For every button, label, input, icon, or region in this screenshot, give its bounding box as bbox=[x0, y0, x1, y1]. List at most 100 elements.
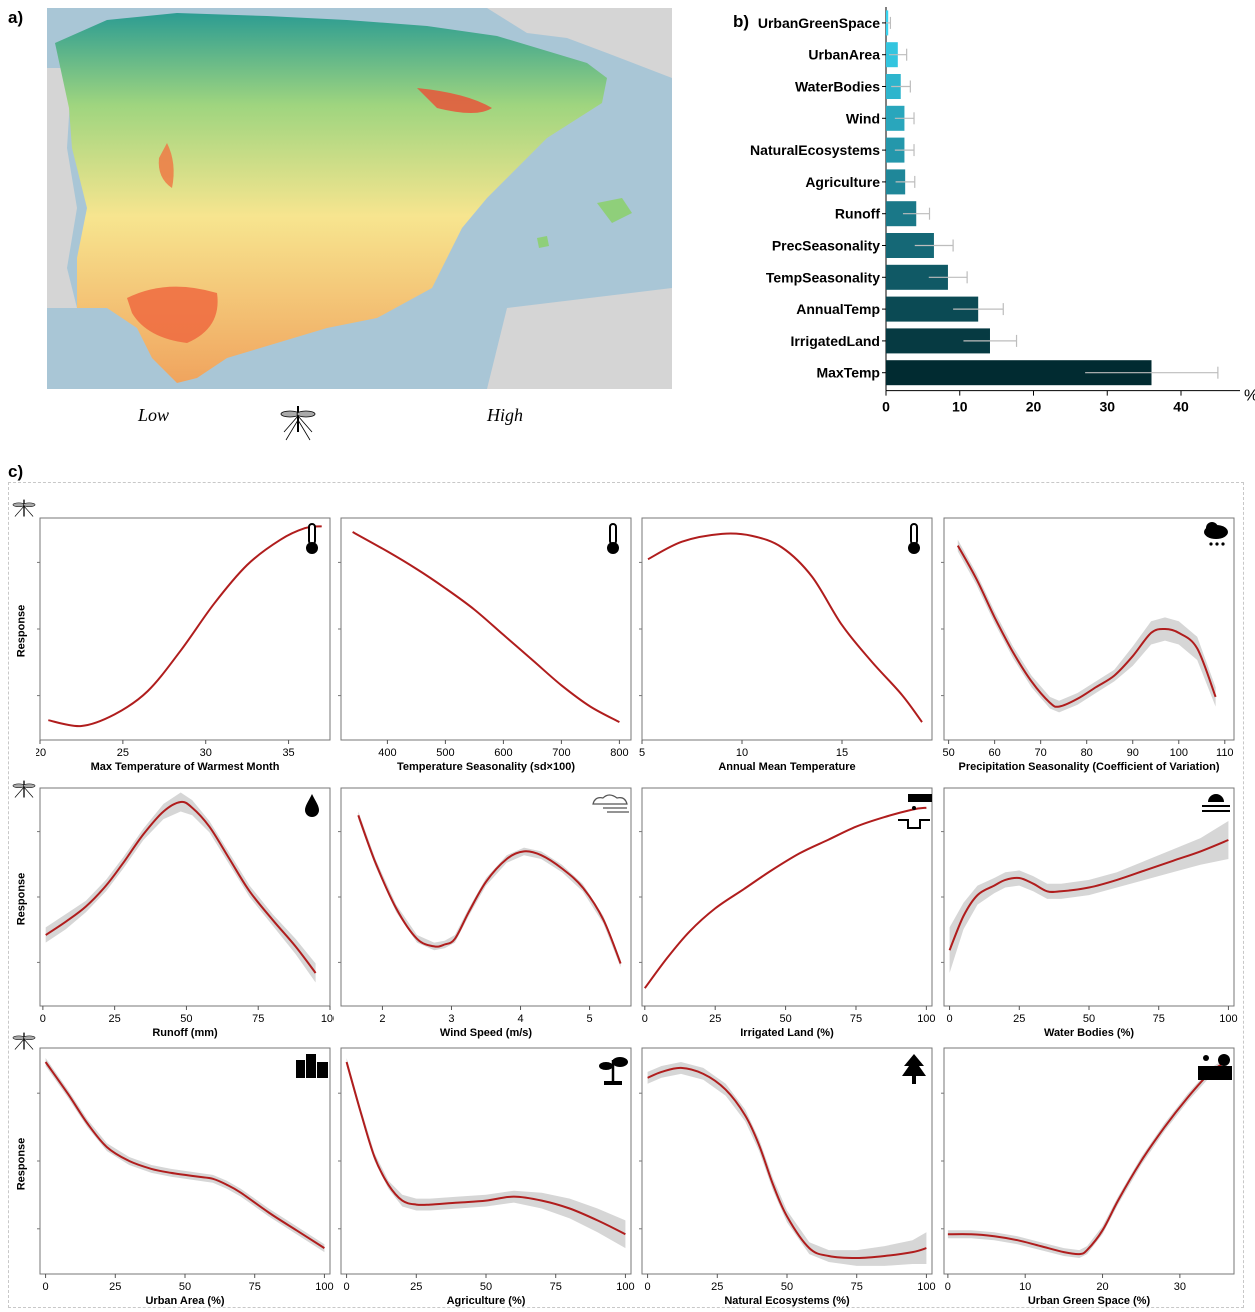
response-curve-urban-area: 0 25 50 75 100 Urban Area (%) bbox=[37, 1047, 334, 1307]
x-tick-label: 80 bbox=[1081, 747, 1093, 759]
plot-frame bbox=[39, 517, 331, 741]
suitability-map bbox=[47, 8, 672, 389]
x-tick-label: 100 bbox=[315, 1281, 333, 1293]
x-tick-label: 800 bbox=[610, 747, 628, 759]
category-label: Wind bbox=[846, 110, 880, 126]
x-tick-label: 70 bbox=[1035, 747, 1047, 759]
x-axis-label: Natural Ecosystems (%) bbox=[724, 1295, 850, 1307]
x-tick-label: 50 bbox=[180, 1013, 192, 1025]
category-label: Agriculture bbox=[805, 174, 880, 190]
x-tick-label: 75 bbox=[851, 1281, 863, 1293]
x-tick-label: 75 bbox=[1153, 1013, 1165, 1025]
x-tick-label: 0 bbox=[642, 1013, 648, 1025]
response-curve-annual-temp: 5 10 15 Annual Mean Temperature bbox=[639, 517, 933, 773]
x-tick-label: 100 bbox=[321, 1013, 334, 1025]
x-tick-label: 30 bbox=[1099, 399, 1115, 415]
x-tick-label: 30 bbox=[200, 747, 212, 759]
x-tick-label: 3 bbox=[448, 1013, 454, 1025]
x-axis-label: Precipitation Seasonality (Coefficient o… bbox=[959, 761, 1220, 773]
response-curve bbox=[345, 1061, 626, 1236]
x-axis-label: Runoff (mm) bbox=[152, 1027, 218, 1039]
category-label: TempSeasonality bbox=[766, 269, 880, 285]
thermometer-icon bbox=[607, 523, 619, 554]
tree-icon bbox=[902, 1054, 926, 1084]
rain-cloud-icon bbox=[1204, 522, 1228, 546]
x-tick-label: 0 bbox=[645, 1281, 651, 1293]
x-tick-label: 60 bbox=[989, 747, 1001, 759]
x-tick-label: 600 bbox=[494, 747, 512, 759]
response-curve-natural-ecosystems: 0 25 50 75 100 Natural Ecosystems (%) bbox=[639, 1047, 936, 1307]
confidence-ribbon bbox=[346, 1058, 626, 1249]
x-tick-label: 25 bbox=[109, 1013, 121, 1025]
balearic-islands bbox=[597, 198, 632, 223]
response-curve bbox=[947, 1061, 1227, 1256]
x-tick-label: 0 bbox=[344, 1281, 350, 1293]
legend-high: High bbox=[487, 405, 523, 425]
x-tick-label: 20 bbox=[1026, 399, 1042, 415]
response-curve bbox=[48, 525, 322, 728]
category-label: PrecSeasonality bbox=[772, 238, 880, 254]
x-axis-label: Irrigated Land (%) bbox=[740, 1027, 834, 1039]
category-label: UrbanGreenSpace bbox=[758, 15, 880, 31]
response-curve bbox=[647, 532, 923, 723]
response-curve-temp-seasonality: 400 500 600 700 800 Temperature Seasonality (… bbox=[338, 517, 632, 773]
x-tick-label: 20 bbox=[1096, 1281, 1108, 1293]
response-curve bbox=[357, 814, 622, 964]
response-label-row1: Response bbox=[15, 604, 28, 658]
response-curve-water-bodies: 0 25 50 75 100 Water Bodies (%) bbox=[941, 787, 1238, 1039]
x-tick-label: 90 bbox=[1127, 747, 1139, 759]
response-label-row3: Response bbox=[15, 1137, 28, 1191]
response-curve-urban-green-space: 0 10 20 30 Urban Green Space (%) bbox=[941, 1047, 1235, 1307]
response-curve-irrigated-land: 0 25 50 75 100 Irrigated Land (%) bbox=[639, 787, 936, 1039]
response-curve bbox=[643, 806, 927, 989]
x-axis-label: Urban Area (%) bbox=[145, 1295, 224, 1307]
legend-low: Low bbox=[138, 405, 170, 425]
response-curve-agriculture: 0 25 50 75 100 Agriculture (%) bbox=[338, 1047, 635, 1307]
x-axis-label: Urban Green Space (%) bbox=[1028, 1295, 1151, 1307]
x-axis-label: Water Bodies (%) bbox=[1044, 1027, 1134, 1039]
plot-frame bbox=[943, 517, 1235, 741]
mosquito-icon-row1 bbox=[12, 499, 36, 517]
x-tick-label: 50 bbox=[781, 1281, 793, 1293]
x-tick-label: 25 bbox=[709, 1013, 721, 1025]
category-label: MaxTemp bbox=[816, 365, 880, 381]
x-tick-label: 50 bbox=[779, 1013, 791, 1025]
x-tick-label: 100 bbox=[917, 1013, 935, 1025]
irrigation-icon bbox=[898, 794, 932, 829]
response-label-row2: Response bbox=[15, 872, 28, 926]
portugal-land bbox=[47, 68, 77, 308]
plot-frame bbox=[340, 1047, 632, 1275]
response-curve bbox=[44, 1061, 325, 1249]
x-tick-label: 100 bbox=[917, 1281, 935, 1293]
x-tick-label: 500 bbox=[436, 747, 454, 759]
x-tick-label: 15 bbox=[836, 747, 848, 759]
x-tick-label: 20 bbox=[36, 747, 46, 759]
response-curve bbox=[45, 800, 317, 974]
park-icon bbox=[1198, 1054, 1232, 1080]
x-axis-label: Agriculture (%) bbox=[447, 1295, 526, 1307]
buildings-icon bbox=[296, 1054, 328, 1078]
x-tick-label: 0 bbox=[945, 1281, 951, 1293]
water-sun-icon bbox=[1202, 794, 1230, 812]
category-label: IrrigatedLand bbox=[791, 333, 880, 349]
response-curve bbox=[948, 839, 1229, 951]
x-tick-label: 0 bbox=[882, 399, 890, 415]
mosquito-icon-row3 bbox=[12, 1032, 36, 1050]
x-axis-label: Wind Speed (m/s) bbox=[440, 1027, 533, 1039]
confidence-ribbon bbox=[947, 1058, 1227, 1258]
category-label: Runoff bbox=[835, 206, 880, 222]
panel-label-a: a) bbox=[8, 8, 24, 27]
x-axis-label: Max Temperature of Warmest Month bbox=[91, 761, 280, 773]
x-tick-label: 75 bbox=[249, 1281, 261, 1293]
plot-frame bbox=[340, 517, 632, 741]
confidence-ribbon bbox=[647, 1062, 927, 1266]
x-tick-label: 50 bbox=[480, 1281, 492, 1293]
x-tick-label: 75 bbox=[550, 1281, 562, 1293]
x-tick-label: 10 bbox=[952, 399, 968, 415]
response-curve bbox=[647, 1066, 927, 1260]
x-tick-label: 25 bbox=[711, 1281, 723, 1293]
x-tick-label: 2 bbox=[379, 1013, 385, 1025]
droplet-icon bbox=[305, 794, 319, 817]
category-label: UrbanArea bbox=[808, 47, 880, 63]
